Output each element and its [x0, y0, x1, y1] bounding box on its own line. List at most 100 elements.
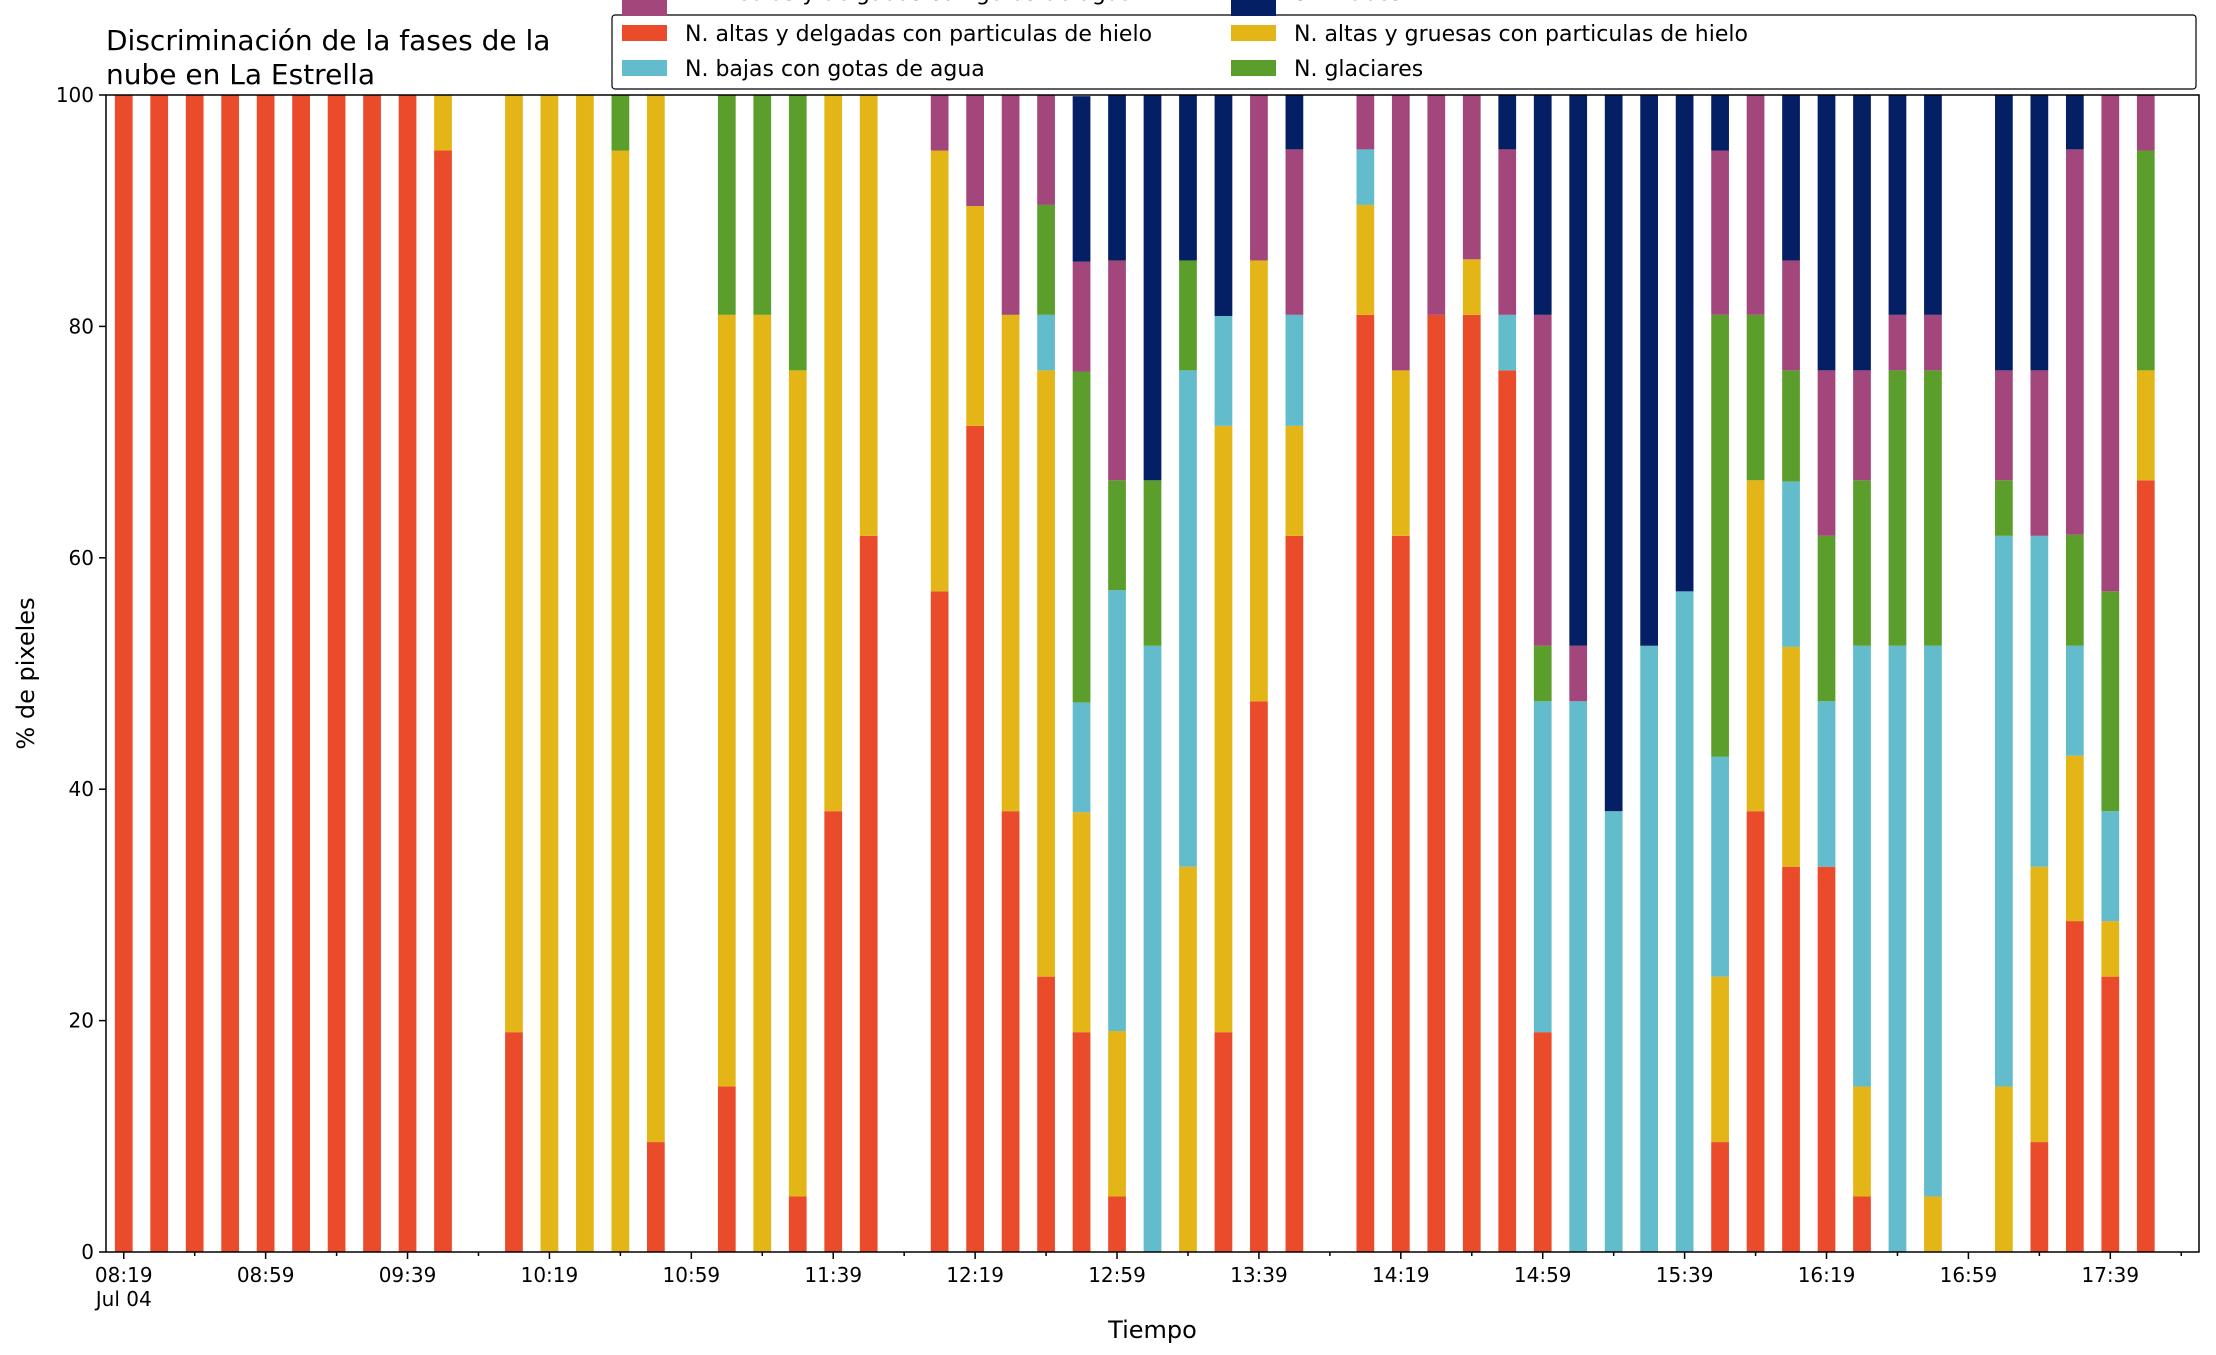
bar-segment — [930, 150, 949, 592]
bar-segment — [2030, 1142, 2049, 1252]
bar-segment — [1143, 480, 1162, 646]
y-axis: 0 20 40 60 80 100 — [56, 83, 106, 1264]
bar-segment — [1498, 370, 1517, 1253]
bar-segment — [1037, 370, 1055, 977]
bar-segment — [2030, 866, 2049, 1143]
bar-stack — [398, 95, 417, 1252]
bar-stack — [1285, 95, 1304, 1252]
bar-segment — [1746, 480, 1765, 812]
bar-segment — [1711, 1142, 1729, 1252]
bar-segment — [1001, 95, 1020, 315]
bar-segment — [1285, 149, 1304, 315]
bar-segment — [1214, 425, 1233, 1033]
x-tick-sublabel: Jul 04 — [94, 1287, 152, 1311]
bar-segment — [1143, 95, 1162, 481]
bar-segment — [576, 95, 594, 1252]
legend-frame — [611, 14, 2197, 90]
bar-segment — [824, 811, 843, 1252]
bar-stack — [363, 95, 381, 1252]
bar-segment — [1711, 95, 1729, 151]
bar-segment — [1214, 315, 1233, 426]
chart-title: Discriminación de la fases de la nube en… — [106, 24, 550, 91]
x-tick-label: 16:59 — [1940, 1263, 1998, 1287]
bar-segment — [2030, 535, 2049, 867]
bar-segment — [1179, 260, 1197, 371]
bar-segment — [1250, 701, 1268, 1252]
bar-segment — [646, 95, 665, 1143]
bar-segment — [1569, 645, 1588, 702]
bar-segment — [2136, 370, 2155, 481]
bar-segment — [327, 95, 346, 1252]
bar-segment — [753, 95, 772, 315]
legend-label: Sin nubes — [1294, 0, 1402, 6]
bar-segment — [1285, 425, 1304, 536]
bar-stack — [1108, 95, 1126, 1252]
x-tick-label: 15:39 — [1656, 1263, 1714, 1287]
bar-stack — [114, 95, 133, 1252]
x-tick-label: 17:39 — [2081, 1263, 2139, 1287]
bar-stack — [2101, 95, 2120, 1252]
y-tick-label: 0 — [81, 1240, 94, 1264]
bar-stack — [1143, 95, 1162, 1252]
bar-segment — [859, 535, 878, 1252]
bar-stack — [1498, 95, 1517, 1253]
legend-label: N. medias y delgadas con gotas de agua — [685, 0, 1133, 6]
bar-segment — [1214, 1032, 1233, 1252]
plot-frame — [105, 94, 2200, 1253]
bar-segment — [1179, 370, 1197, 867]
x-tick-label: 08:59 — [237, 1263, 295, 1287]
bar-stack — [150, 95, 169, 1252]
bar-segment — [788, 95, 807, 371]
bar-segment — [646, 1142, 665, 1252]
bar-stack — [1391, 95, 1410, 1252]
bar-segment — [1711, 150, 1729, 315]
bar-segment — [1356, 95, 1375, 150]
bar-segment — [2136, 150, 2155, 371]
bar-segment — [114, 95, 133, 1252]
bar-segment — [717, 1086, 736, 1252]
bar-segment — [1498, 149, 1517, 315]
legend-item: N. altas y gruesas con particulas de hie… — [1231, 22, 1748, 47]
bar-stack — [1604, 95, 1623, 1252]
bar-segment — [1924, 645, 1942, 1197]
legend: N. altas y delgadas con particulas de hi… — [611, 0, 2197, 90]
bar-segment — [1853, 645, 1871, 1087]
bar-segment — [1569, 701, 1588, 1252]
legend-label: N. glaciares — [1294, 57, 1423, 82]
bar-segment — [1924, 1196, 1942, 1252]
bar-segment — [1711, 314, 1729, 757]
bar-segment — [1995, 535, 2013, 1087]
x-tick-label: 16:19 — [1798, 1263, 1856, 1287]
bar-segment — [1533, 701, 1552, 1033]
bars — [114, 95, 2155, 1253]
bar-segment — [1462, 95, 1481, 260]
bar-segment — [540, 95, 559, 1252]
bar-segment — [1072, 261, 1091, 372]
bar-stack — [1533, 95, 1552, 1252]
bar-segment — [1533, 1032, 1552, 1252]
bar-stack — [292, 95, 310, 1252]
bar-segment — [1108, 590, 1126, 1032]
bar-stack — [1746, 95, 1765, 1252]
bar-stack — [1995, 95, 2013, 1252]
bar-segment — [930, 95, 949, 151]
bar-segment — [1924, 370, 1942, 646]
bar-segment — [292, 95, 310, 1252]
bar-segment — [1711, 976, 1729, 1143]
bar-segment — [1108, 260, 1126, 481]
bar-stack — [540, 95, 559, 1252]
bar-segment — [1072, 702, 1091, 813]
bar-stack — [2065, 95, 2084, 1252]
bar-segment — [1072, 812, 1091, 1033]
bar-segment — [1356, 314, 1375, 1253]
bar-segment — [1604, 95, 1623, 812]
bar-stack — [1569, 95, 1588, 1252]
bar-segment — [1108, 1196, 1126, 1252]
bar-segment — [2030, 370, 2049, 536]
legend-item: N. altas y delgadas con particulas de hi… — [622, 22, 1152, 47]
bar-stack — [1001, 95, 1020, 1252]
bar-segment — [1924, 95, 1942, 315]
bar-segment — [1356, 149, 1375, 205]
bar-segment — [505, 95, 523, 1033]
bar-segment — [1640, 645, 1659, 1252]
